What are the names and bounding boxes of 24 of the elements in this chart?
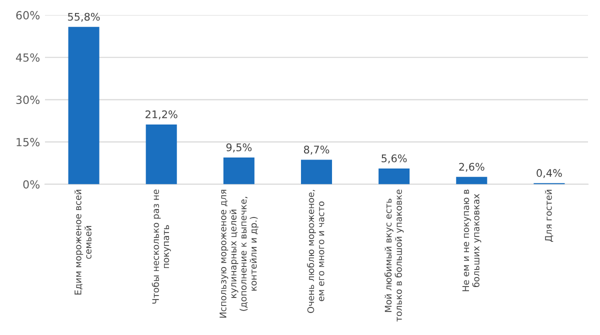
data-label: 55,8% (68, 12, 100, 22)
x-tick-label: Чтобы несколько раз не покупать (152, 190, 171, 304)
bar (223, 157, 254, 184)
bar (456, 176, 488, 184)
bar (300, 160, 332, 184)
y-tick-label: 60% (16, 11, 40, 20)
x-tick-label: Мой любимый вкус есть только в большой упаковке (384, 190, 404, 322)
data-label: 8,7% (304, 146, 330, 155)
data-label: 2,6% (459, 162, 484, 172)
x-tick-label: Использую мороженое для кулинарных целей (дополнение к выпечке, контейли и др.) (220, 190, 258, 318)
bar (68, 26, 100, 184)
x-tick-label: Для гостей (544, 190, 554, 242)
bar (146, 124, 177, 184)
y-tick-label: 0% (23, 180, 40, 189)
y-tick-label: 45% (16, 53, 40, 62)
data-label: 21,2% (146, 110, 178, 120)
bar (378, 168, 410, 184)
data-label: 0,4% (536, 169, 562, 178)
x-tick-label: Едим мороженое всей семьей (74, 190, 92, 295)
data-label: 5,6% (382, 154, 407, 164)
x-tick-label: Не ем и не покупаю в больших упаковках (462, 190, 482, 292)
y-tick-label: 15% (16, 138, 40, 146)
data-label: 9,5% (226, 143, 252, 152)
y-tick-label: 30% (16, 96, 40, 104)
